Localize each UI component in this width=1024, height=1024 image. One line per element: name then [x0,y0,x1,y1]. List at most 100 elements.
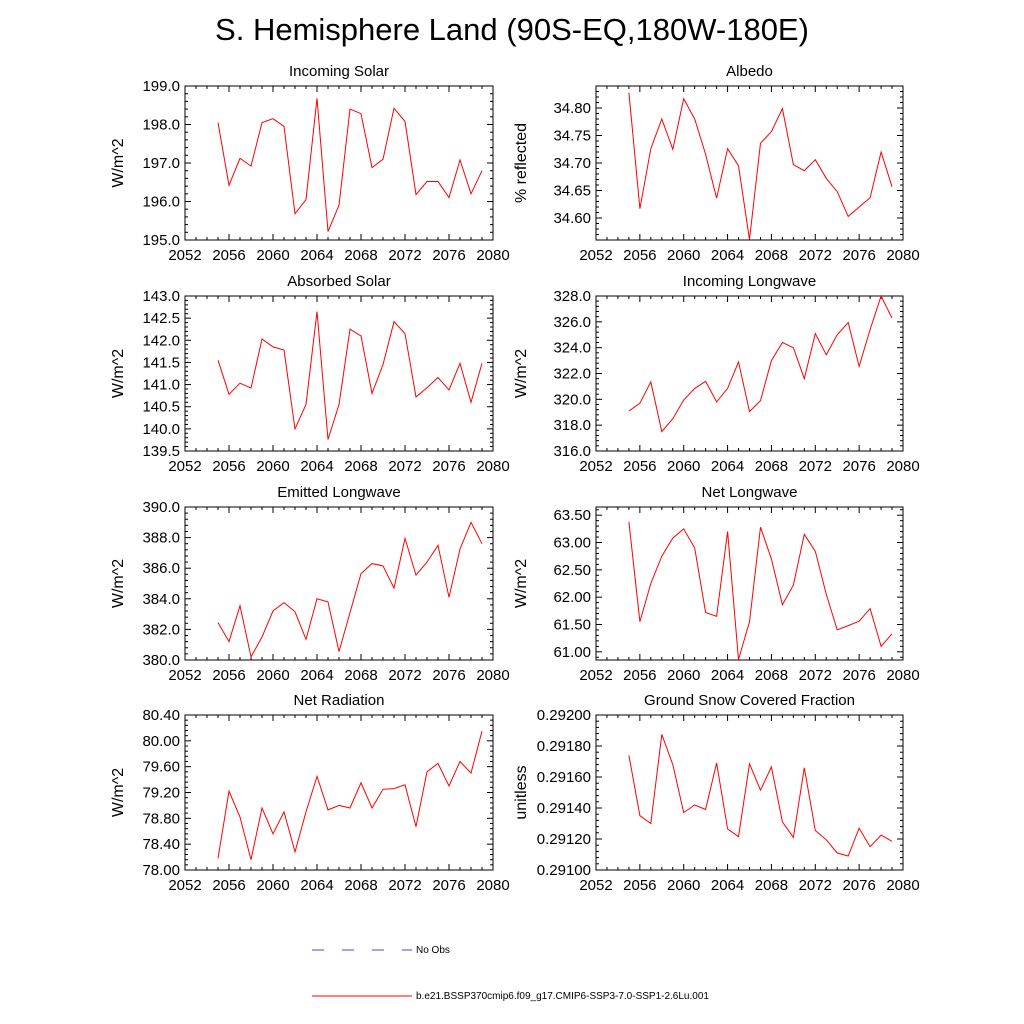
y-tick-label: 324.0 [553,340,591,357]
x-tick-label: 2072 [799,877,832,894]
y-tick-label: 63.50 [553,507,591,524]
x-tick-label: 2072 [799,247,832,264]
y-tick-label: 62.00 [553,589,591,606]
x-tick-label: 2076 [432,877,465,894]
x-tick-label: 2072 [799,458,832,475]
legend: No Obs b.e21.BSSP370cmip6.f09_g17.CMIP6-S… [312,945,709,1002]
y-tick-label: 141.5 [142,354,180,371]
y-tick-label: 384.0 [142,591,180,608]
y-tick-label: 380.0 [142,652,180,669]
legend-label: b.e21.BSSP370cmip6.f09_g17.CMIP6-SSP3-7.… [416,991,709,1002]
x-tick-label: 2060 [667,458,700,475]
panels: Incoming Solar W/m^2 2052 2056 2060 2064 2068 2… [110,63,920,894]
x-tick-label: 2072 [388,667,421,684]
x-tick-label: 2056 [212,247,245,264]
y-tick-label: 80.40 [142,707,180,724]
x-tick-label: 2052 [579,247,612,264]
figure-title: S. Hemisphere Land (90S-EQ,180W-180E) [215,12,809,47]
y-axis-label: W/m^2 [110,138,127,187]
x-tick-label: 2080 [886,667,919,684]
x-tick-label: 2068 [755,247,788,264]
x-tick-label: 2064 [711,247,744,264]
y-tick-label: 316.0 [553,443,591,460]
series-line [628,92,893,240]
x-tick-label: 2072 [388,458,421,475]
series-line [628,521,893,660]
x-tick-label: 2068 [344,458,377,475]
x-tick-label: 2080 [476,877,509,894]
x-tick-label: 2072 [799,667,832,684]
x-tick-label: 2060 [667,667,700,684]
x-tick-label: 2056 [212,877,245,894]
panel-incoming-solar: Incoming Solar W/m^2 2052 2056 2060 2064 2068 2… [110,63,510,264]
panel-net-radiation: Net Radiation W/m^2 2052 2056 2060 2064 2068 20… [110,692,510,894]
y-axis-label: W/m^2 [513,349,530,398]
y-tick-label: 61.50 [553,616,591,633]
x-tick-label: 2052 [579,667,612,684]
series-line [628,734,893,857]
y-tick-label: 328.0 [553,288,591,305]
x-tick-label: 2056 [212,458,245,475]
series-line [217,521,483,659]
x-tick-label: 2052 [168,458,201,475]
plot-frame [595,295,904,452]
y-tick-label: 197.0 [142,155,180,172]
series-line [628,294,893,433]
x-tick-label: 2052 [168,247,201,264]
x-tick-label: 2064 [300,877,333,894]
x-tick-label: 2068 [344,877,377,894]
panel-title: Ground Snow Covered Fraction [644,692,855,709]
y-tick-label: 0.29200 [537,707,591,724]
x-tick-label: 2080 [476,458,509,475]
y-tick-label: 320.0 [553,391,591,408]
y-tick-label: 34.60 [553,210,591,227]
plot-frame [595,506,904,661]
y-tick-label: 78.40 [142,836,180,853]
x-tick-label: 2064 [300,667,333,684]
x-tick-label: 2056 [212,667,245,684]
y-tick-label: 0.29120 [537,831,591,848]
x-tick-label: 2064 [300,247,333,264]
panel-title: Incoming Longwave [683,273,816,290]
y-tick-label: 34.65 [553,183,591,200]
x-tick-label: 2056 [623,458,656,475]
panel-ground-snow-covered-fraction: Ground Snow Covered Fraction unitless 2052… [513,692,920,894]
y-tick-label: 322.0 [553,366,591,383]
x-tick-label: 2060 [256,458,289,475]
x-tick-label: 2068 [755,667,788,684]
x-tick-label: 2064 [711,877,744,894]
y-tick-label: 79.20 [142,785,180,802]
x-tick-label: 2072 [388,877,421,894]
y-tick-label: 34.75 [553,128,591,145]
panel-incoming-longwave: Incoming Longwave W/m^2 2052 2056 2060 2064 20… [513,273,920,475]
y-tick-label: 141.0 [142,377,180,394]
y-tick-label: 62.50 [553,562,591,579]
x-tick-label: 2060 [667,247,700,264]
x-tick-label: 2080 [886,458,919,475]
y-tick-label: 0.29100 [537,862,591,879]
x-tick-label: 2064 [711,667,744,684]
panel-title: Albedo [726,63,773,80]
plot-frame [595,714,904,871]
y-tick-label: 199.0 [142,78,180,95]
x-tick-label: 2076 [432,458,465,475]
x-tick-label: 2076 [432,667,465,684]
y-tick-label: 61.00 [553,644,591,661]
x-tick-label: 2052 [168,667,201,684]
x-tick-label: 2076 [842,458,875,475]
y-tick-label: 78.00 [142,862,180,879]
x-tick-label: 2068 [344,667,377,684]
y-tick-label: 78.80 [142,810,180,827]
plot-frame [184,506,494,661]
y-tick-label: 63.00 [553,535,591,552]
y-tick-label: 80.00 [142,733,180,750]
y-tick-label: 139.5 [142,443,180,460]
y-axis-label: W/m^2 [110,349,127,398]
x-tick-label: 2056 [623,877,656,894]
plot-frame [595,85,904,241]
y-axis-label: W/m^2 [513,559,530,608]
x-tick-label: 2076 [842,247,875,264]
legend-label: No Obs [416,945,450,956]
y-tick-label: 0.29160 [537,769,591,786]
